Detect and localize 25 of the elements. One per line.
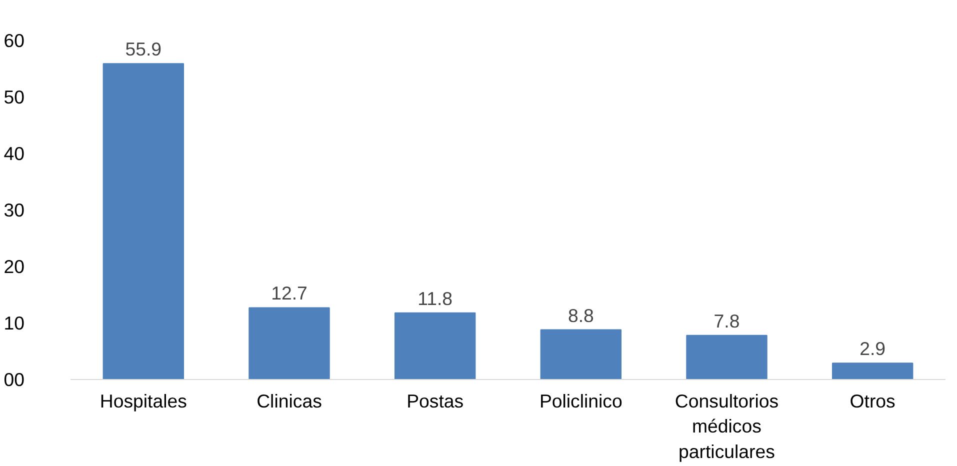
x-tick-label: Hospitales [100,390,187,412]
data-label: 55.9 [125,38,162,60]
y-tick-label: 60 [4,30,25,51]
data-label: 2.9 [860,338,886,360]
bar [394,312,476,380]
bar [102,63,184,380]
bar [686,334,768,380]
data-label: 8.8 [568,304,594,326]
x-tick-label: Otros [850,390,896,412]
x-tick-label: Postas [406,390,464,412]
y-tick-label: 10 [4,312,25,334]
bar [832,362,914,380]
x-tick-label: Policlinico [539,390,622,412]
bar [540,329,622,380]
bar [248,307,330,380]
data-label: 7.8 [714,310,740,332]
y-tick-label: 50 [4,86,25,108]
data-label: 12.7 [271,282,308,304]
y-tick-label: 20 [4,256,25,277]
y-tick-label: 30 [4,200,25,220]
data-label: 11.8 [418,288,453,309]
y-tick-label: 00 [4,369,25,390]
x-tick-label: Clinicas [256,390,322,412]
y-tick-label: 40 [4,143,25,164]
x-tick-label: Consultorios médicos particulares [674,390,779,462]
